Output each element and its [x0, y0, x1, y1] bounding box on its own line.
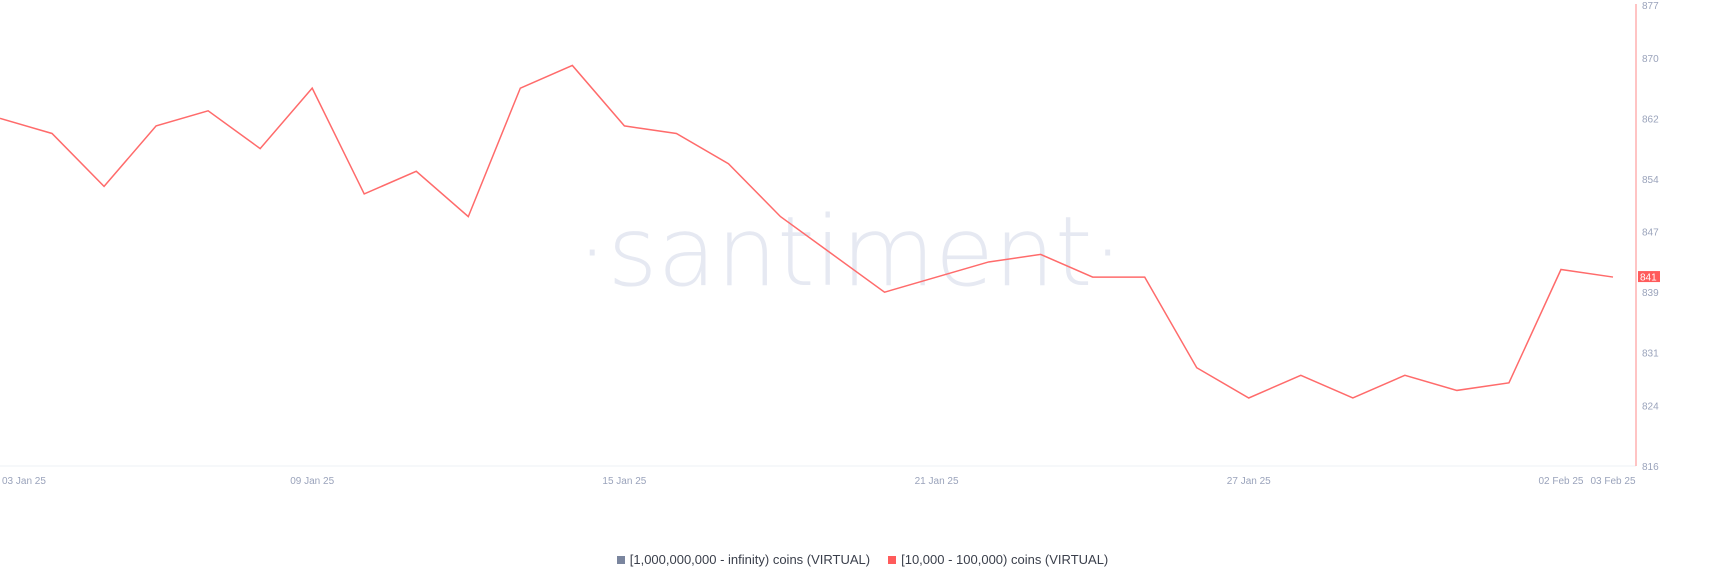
x-tick-label: 02 Feb 25 — [1538, 476, 1583, 487]
x-tick-label: 27 Jan 25 — [1227, 476, 1271, 487]
x-tick-label: 03 Jan 25 — [2, 476, 46, 487]
y-tick-label: 824 — [1642, 402, 1659, 413]
legend-label: [10,000 - 100,000) coins (VIRTUAL) — [901, 552, 1109, 567]
legend-swatch — [888, 555, 897, 564]
y-tick-label: 831 — [1642, 349, 1659, 360]
last-value-badge: 841 — [1638, 271, 1660, 284]
x-tick-label: 21 Jan 25 — [915, 476, 959, 487]
y-tick-label: 862 — [1642, 114, 1659, 125]
legend-item-1b-infinity[interactable]: [1,000,000,000 - infinity) coins (VIRTUA… — [616, 552, 871, 567]
y-tick-label: 877 — [1642, 1, 1659, 12]
y-tick-label: 847 — [1642, 228, 1659, 239]
x-tick-label: 09 Jan 25 — [290, 476, 334, 487]
y-tick-label: 870 — [1642, 54, 1659, 65]
legend-swatch — [616, 555, 625, 564]
x-tick-label: 15 Jan 25 — [602, 476, 646, 487]
series-line-10k-100k — [0, 64, 1614, 399]
y-tick-label: 854 — [1642, 175, 1659, 186]
legend-item-10k-100k[interactable]: [10,000 - 100,000) coins (VIRTUAL) — [888, 552, 1108, 567]
santiment-watermark: ·santiment· — [577, 196, 1123, 308]
y-tick-label: 839 — [1642, 288, 1659, 299]
svg-text:841: 841 — [1640, 273, 1657, 284]
legend: [1,000,000,000 - infinity) coins (VIRTUA… — [0, 552, 1725, 567]
y-tick-label: 816 — [1642, 462, 1659, 473]
line-chart: ·santiment· 816824831839847854862870877 … — [0, 1, 1660, 487]
legend-label: [1,000,000,000 - infinity) coins (VIRTUA… — [629, 552, 871, 567]
x-tick-label: 03 Feb 25 — [1590, 476, 1635, 487]
